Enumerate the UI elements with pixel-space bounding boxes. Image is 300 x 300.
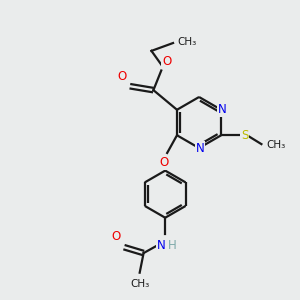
Text: N: N [196, 142, 204, 154]
Text: O: O [162, 55, 172, 68]
Text: CH₃: CH₃ [130, 279, 149, 289]
Text: N: N [157, 239, 166, 252]
Text: CH₃: CH₃ [266, 140, 286, 150]
Text: O: O [160, 156, 169, 169]
Text: CH₃: CH₃ [177, 37, 196, 47]
Text: N: N [218, 103, 226, 116]
Text: S: S [241, 129, 248, 142]
Text: O: O [112, 230, 121, 243]
Text: H: H [168, 239, 176, 252]
Text: O: O [118, 70, 127, 83]
